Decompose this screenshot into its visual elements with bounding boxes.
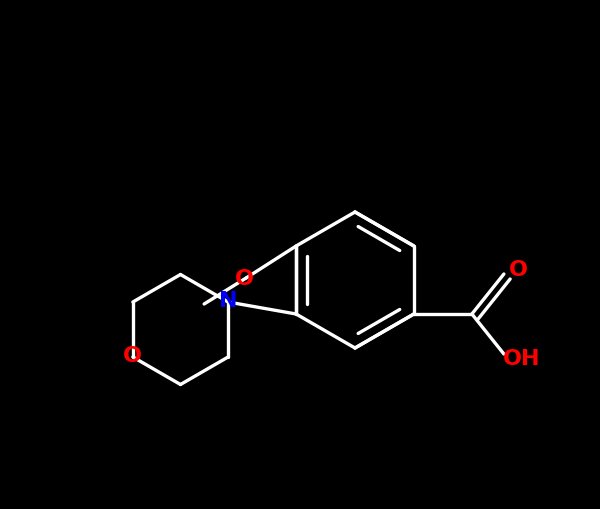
Text: O: O [235, 269, 254, 289]
Text: O: O [124, 346, 142, 366]
Text: N: N [219, 291, 238, 311]
Text: OH: OH [503, 349, 541, 369]
Text: O: O [508, 260, 527, 280]
